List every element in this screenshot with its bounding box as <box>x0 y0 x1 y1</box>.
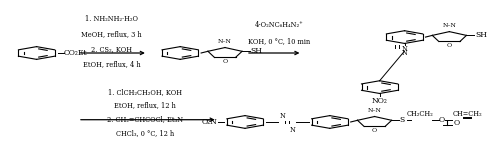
Text: 1. NH₂NH₂·H₂O: 1. NH₂NH₂·H₂O <box>85 15 138 23</box>
Text: N: N <box>402 45 407 53</box>
Text: O: O <box>222 59 228 64</box>
Text: 2. CS₂, KOH: 2. CS₂, KOH <box>91 45 132 53</box>
Text: O: O <box>372 128 377 133</box>
Text: 1. ClCH₂CH₂OH, KOH: 1. ClCH₂CH₂OH, KOH <box>108 88 182 96</box>
Text: CHCl₃, 0 °C, 12 h: CHCl₃, 0 °C, 12 h <box>116 129 174 138</box>
Text: NO₂: NO₂ <box>372 97 388 104</box>
Text: N: N <box>280 112 285 120</box>
Text: O: O <box>454 119 460 127</box>
Text: CH=CH₂: CH=CH₂ <box>452 110 482 118</box>
Text: 2. CH₂=CHCOCl, Et₃N: 2. CH₂=CHCOCl, Et₃N <box>107 116 184 124</box>
Text: EtOH, reflux, 4 h: EtOH, reflux, 4 h <box>82 60 140 68</box>
Text: CH₂CH₂: CH₂CH₂ <box>406 110 434 118</box>
Text: 4-O₂NC₆H₄N₂⁺: 4-O₂NC₆H₄N₂⁺ <box>254 21 304 29</box>
Text: O: O <box>447 43 452 49</box>
Text: N: N <box>402 49 407 57</box>
Text: N–N: N–N <box>218 39 232 44</box>
Text: SH: SH <box>250 47 262 55</box>
Text: KOH, 0 °C, 10 min: KOH, 0 °C, 10 min <box>248 38 310 46</box>
Text: MeOH, reflux, 3 h: MeOH, reflux, 3 h <box>81 30 142 38</box>
Text: N: N <box>290 126 296 134</box>
Text: S: S <box>399 116 404 124</box>
Text: EtOH, reflux, 12 h: EtOH, reflux, 12 h <box>114 102 176 110</box>
Text: O: O <box>439 116 445 124</box>
Text: N–N: N–N <box>442 23 456 28</box>
Text: SH: SH <box>475 31 487 39</box>
Text: N–N: N–N <box>368 108 382 113</box>
Text: O₂N: O₂N <box>202 118 218 126</box>
Text: CO₂Et: CO₂Et <box>64 49 88 57</box>
